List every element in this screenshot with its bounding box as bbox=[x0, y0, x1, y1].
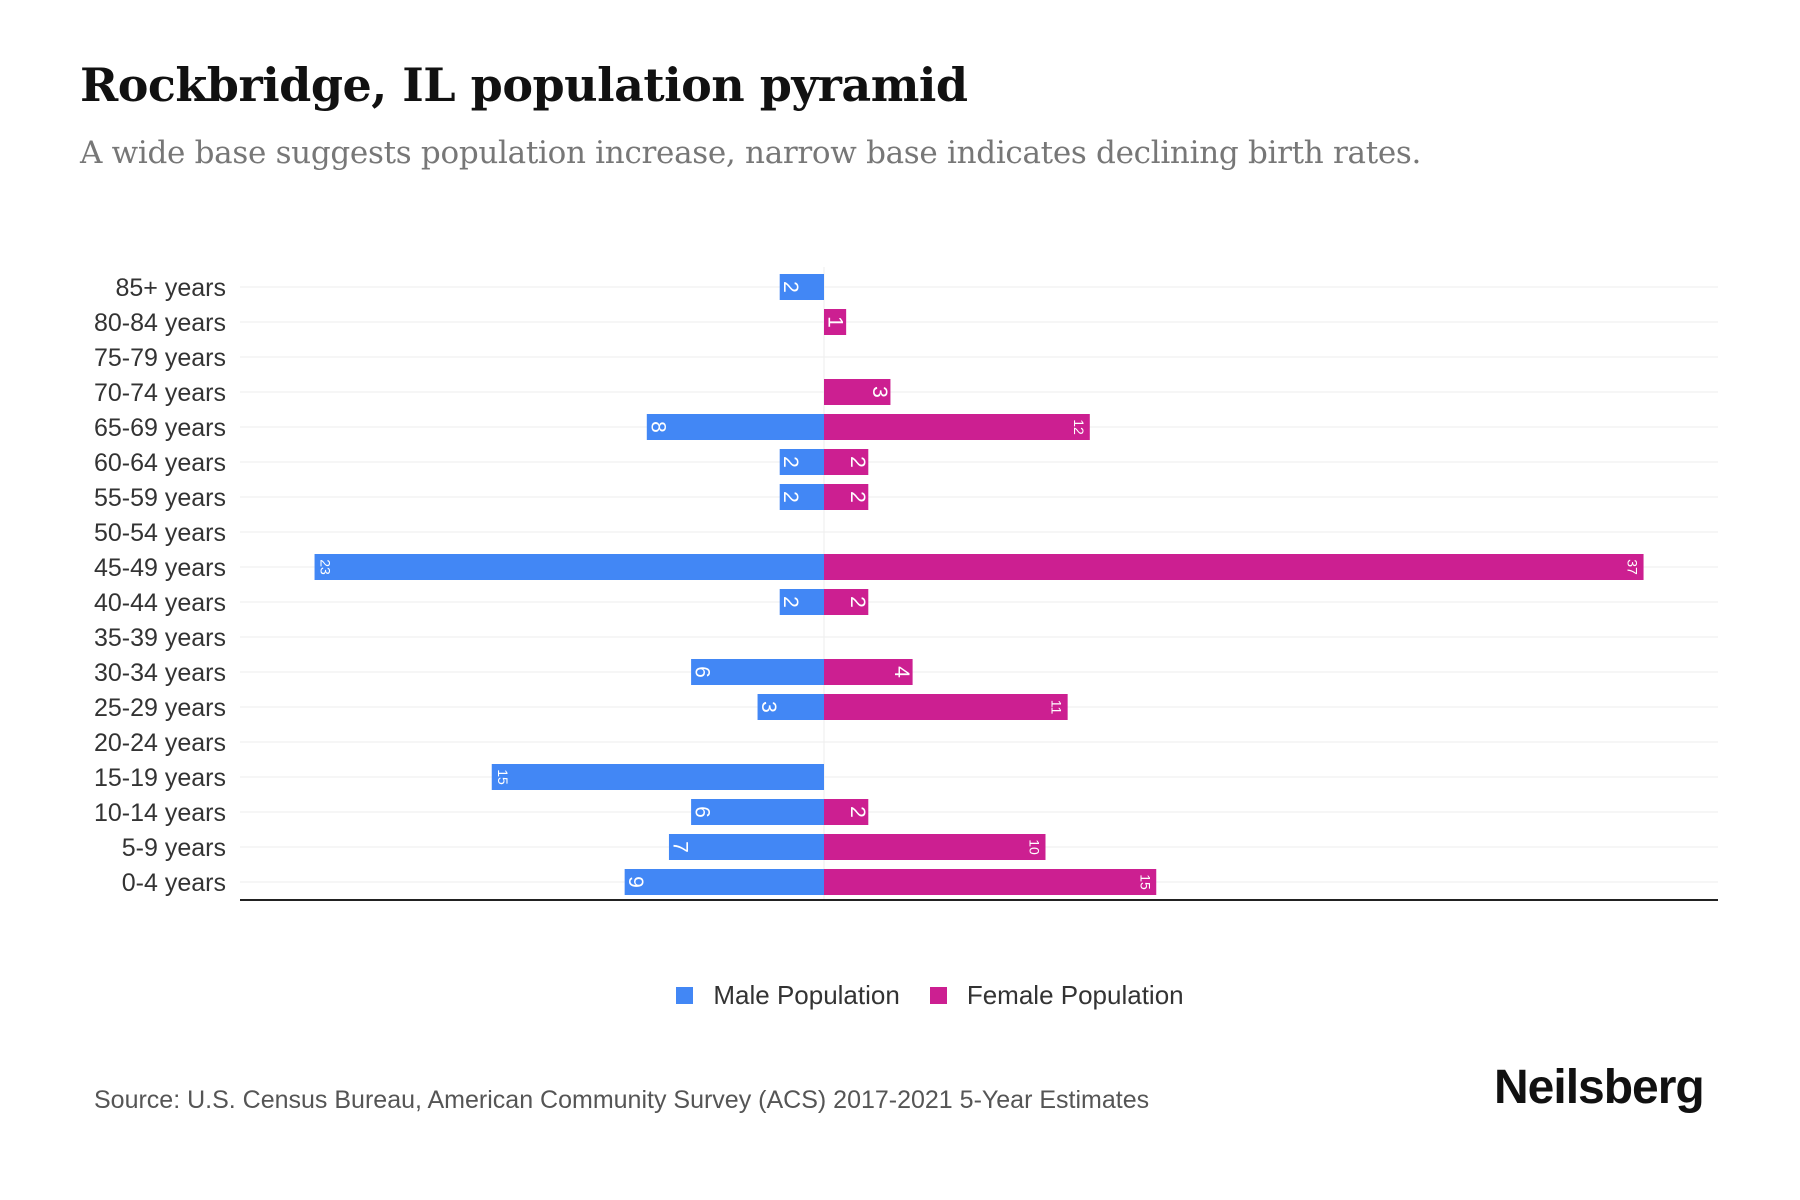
female-bar bbox=[824, 449, 869, 475]
female-data-label: 4 bbox=[890, 666, 913, 678]
legend-female[interactable]: Female Population bbox=[929, 980, 1184, 1011]
y-tick-label: 5-9 years bbox=[122, 834, 226, 862]
female-bar bbox=[824, 834, 1046, 860]
female-data-label: 2 bbox=[846, 806, 869, 818]
male-data-label: 6 bbox=[691, 666, 714, 678]
female-data-label: 12 bbox=[1071, 419, 1087, 435]
legend-male-swatch bbox=[676, 987, 694, 1004]
female-bar bbox=[824, 484, 869, 510]
female-bar bbox=[824, 799, 869, 825]
chart-subtitle: A wide base suggests population increase… bbox=[80, 135, 1422, 171]
male-bar bbox=[314, 554, 824, 580]
male-data-label: 15 bbox=[495, 769, 511, 785]
female-bar bbox=[824, 589, 869, 615]
female-data-label: 15 bbox=[1137, 874, 1153, 890]
female-data-label: 10 bbox=[1027, 839, 1043, 855]
male-bar bbox=[779, 484, 824, 510]
female-bar bbox=[824, 309, 847, 335]
male-data-label: 2 bbox=[779, 596, 802, 608]
y-tick-label: 60-64 years bbox=[94, 449, 226, 477]
y-tick-label: 25-29 years bbox=[94, 694, 226, 722]
chart-title: Rockbridge, IL population pyramid bbox=[80, 58, 968, 112]
male-bar bbox=[691, 659, 824, 685]
y-tick-label: 15-19 years bbox=[94, 764, 226, 792]
female-bar bbox=[824, 659, 913, 685]
male-data-label: 9 bbox=[624, 876, 647, 888]
y-tick-label: 85+ years bbox=[116, 274, 227, 302]
female-data-label: 3 bbox=[868, 386, 891, 398]
y-tick-label: 35-39 years bbox=[94, 624, 226, 652]
male-bar bbox=[691, 799, 824, 825]
male-bar bbox=[779, 274, 824, 300]
male-data-label: 2 bbox=[779, 281, 802, 293]
male-bar bbox=[779, 589, 824, 615]
male-bar bbox=[491, 764, 824, 790]
male-bar bbox=[646, 414, 824, 440]
legend-male[interactable]: Male Population bbox=[676, 980, 900, 1011]
female-data-label: 2 bbox=[846, 596, 869, 608]
male-bar bbox=[779, 449, 824, 475]
y-tick-label: 0-4 years bbox=[122, 869, 226, 897]
male-bar bbox=[668, 834, 824, 860]
y-tick-label: 65-69 years bbox=[94, 414, 226, 442]
legend-female-label: Female Population bbox=[966, 980, 1184, 1010]
y-tick-label: 40-44 years bbox=[94, 589, 226, 617]
female-data-label: 37 bbox=[1625, 559, 1641, 575]
female-data-label: 11 bbox=[1049, 700, 1065, 715]
y-tick-label: 20-24 years bbox=[94, 729, 226, 757]
y-tick-label: 80-84 years bbox=[94, 309, 226, 337]
female-data-label: 2 bbox=[846, 491, 869, 503]
female-bar bbox=[824, 414, 1090, 440]
male-data-label: 2 bbox=[779, 456, 802, 468]
female-bar bbox=[824, 694, 1068, 720]
source-note: Source: U.S. Census Bureau, American Com… bbox=[94, 1086, 1150, 1114]
y-tick-label: 50-54 years bbox=[94, 519, 226, 547]
y-tick-label: 10-14 years bbox=[94, 799, 226, 827]
male-data-label: 3 bbox=[757, 701, 780, 713]
male-bar bbox=[624, 869, 824, 895]
legend-female-swatch bbox=[929, 987, 947, 1004]
female-bar bbox=[824, 554, 1644, 580]
male-data-label: 6 bbox=[691, 806, 714, 818]
male-bar bbox=[757, 694, 824, 720]
y-tick-label: 70-74 years bbox=[94, 379, 226, 407]
y-tick-label: 45-49 years bbox=[94, 554, 226, 582]
male-data-label: 23 bbox=[318, 559, 334, 575]
legend-male-label: Male Population bbox=[713, 980, 900, 1010]
neilsberg-logo: Neilsberg bbox=[1494, 1061, 1705, 1114]
male-data-label: 7 bbox=[668, 841, 691, 853]
y-tick-label: 55-59 years bbox=[94, 484, 226, 512]
female-bar bbox=[824, 379, 891, 405]
female-bar bbox=[824, 869, 1157, 895]
male-data-label: 2 bbox=[779, 491, 802, 503]
y-tick-label: 75-79 years bbox=[94, 344, 226, 372]
female-data-label: 1 bbox=[824, 316, 847, 328]
y-tick-label: 30-34 years bbox=[94, 659, 226, 687]
legend: Male Population Female Population bbox=[0, 980, 1800, 1011]
female-data-label: 2 bbox=[846, 456, 869, 468]
male-data-label: 8 bbox=[646, 421, 669, 433]
